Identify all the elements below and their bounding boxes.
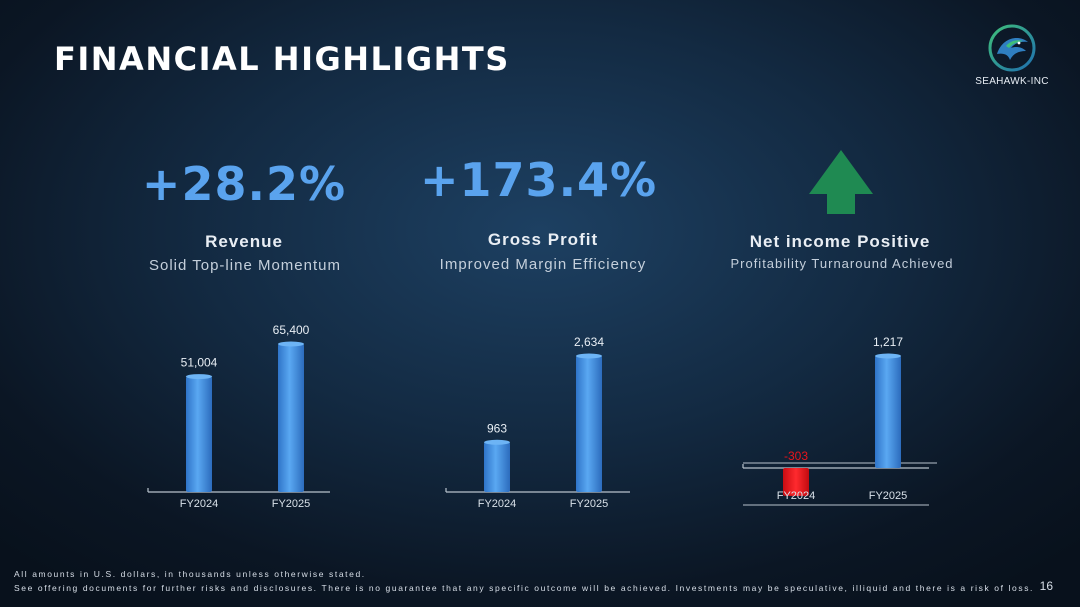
tick-label: FY2025 [570, 498, 609, 510]
tick-label: FY2025 [272, 498, 311, 510]
bar-fy2024 [484, 442, 510, 492]
bar-cap [484, 439, 510, 445]
bar-fy2024 [783, 468, 809, 496]
revenue-subtitle: Solid Top-line Momentum [149, 257, 341, 274]
tick-label: FY2024 [478, 498, 517, 510]
data-label: 51,004 [181, 356, 218, 370]
bar-fy2025 [576, 356, 602, 492]
revenue-growth-value: +28.2% [141, 157, 347, 211]
data-label: 65,400 [273, 323, 310, 337]
gross-profit-label: Gross Profit [487, 230, 599, 249]
bar-fy2024 [186, 376, 212, 492]
bar-cap [186, 374, 212, 380]
footer-note: All amounts in U.S. dollars, in thousand… [14, 569, 366, 579]
data-label: -303 [784, 449, 808, 463]
net-income-chart: -303 FY2024 1,217 FY2025 [742, 335, 937, 506]
tick-label: FY2024 [777, 490, 816, 502]
data-label: 963 [487, 421, 507, 435]
bar-fy2025 [278, 344, 304, 492]
bar-cap [278, 341, 304, 347]
gross-profit-subtitle: Improved Margin Efficiency [439, 256, 647, 273]
bar-cap [576, 353, 602, 359]
bar-fy2025 [875, 356, 901, 468]
gross-profit-growth-value: +173.4% [420, 153, 658, 207]
tick-label: FY2025 [869, 490, 908, 502]
gross-profit-chart: 963 FY2024 2,634 FY2025 [445, 335, 630, 510]
company-name: SEAHAWK-INC [975, 76, 1049, 87]
slide-title: FINANCIAL HIGHLIGHTS [54, 40, 510, 78]
data-label: 1,217 [873, 335, 903, 349]
data-label: 2,634 [574, 335, 604, 349]
tick-label: FY2024 [180, 498, 219, 510]
revenue-label: Revenue [205, 232, 283, 251]
net-income-subtitle: Profitability Turnaround Achieved [730, 256, 954, 271]
seahawk-icon [988, 24, 1036, 72]
bar-cap [875, 353, 901, 359]
company-logo: SEAHAWK-INC [962, 24, 1062, 87]
up-arrow-icon [809, 150, 873, 214]
footer-disclaimer: See offering documents for further risks… [14, 583, 1035, 593]
page-number: 16 [1039, 579, 1053, 593]
net-income-label: Net income Positive [749, 232, 931, 251]
revenue-chart: 51,004 FY2024 65,400 FY2025 [147, 323, 330, 510]
